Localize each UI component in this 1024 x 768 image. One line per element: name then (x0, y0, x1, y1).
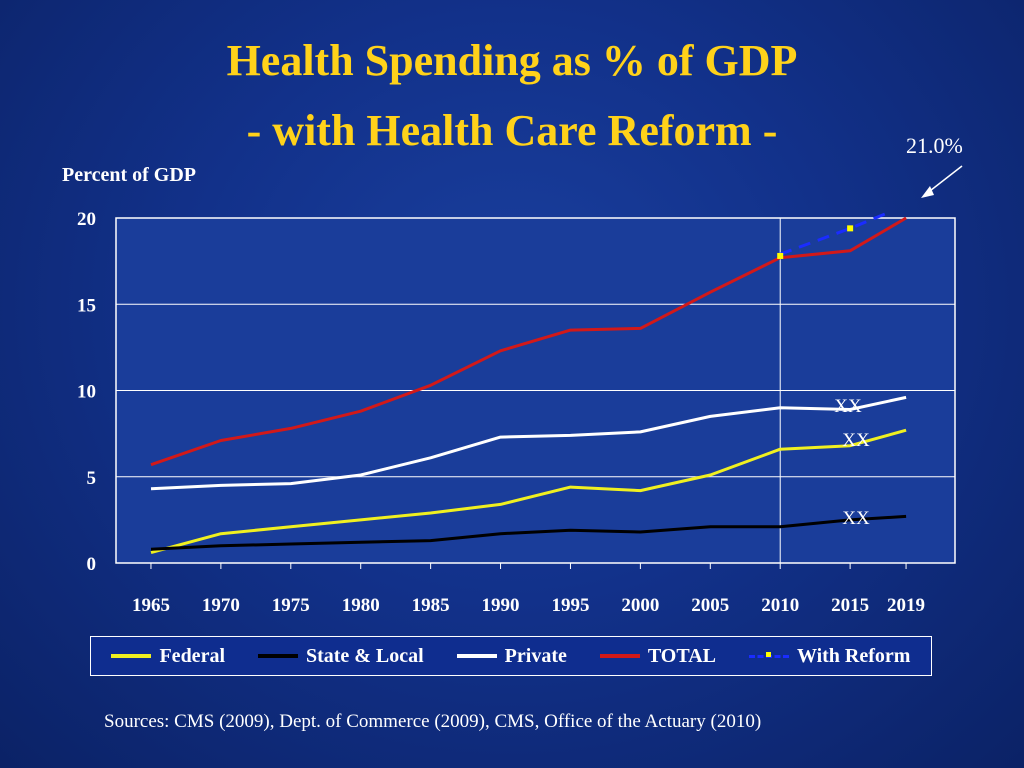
y-tick-label: 0 (87, 554, 97, 575)
x-tick-label: 2005 (691, 595, 729, 616)
reform-marker (777, 252, 784, 259)
annotation-label: XX (842, 508, 870, 529)
x-tick-label: 1980 (342, 595, 380, 616)
private-line (150, 395, 907, 491)
legend-swatch-with-reform (748, 651, 789, 658)
legend-label-state-local: State & Local (305, 644, 424, 667)
with-reform-line (779, 211, 889, 256)
legend-swatch-total (599, 654, 640, 658)
legend-item-state-local: State & Local (257, 644, 424, 668)
reform-marker (847, 225, 854, 232)
x-tick-label: 1965 (132, 595, 170, 616)
slide-title-line-1: Health Spending as % of GDP (226, 36, 798, 85)
x-tick-label: 1990 (482, 595, 520, 616)
y-tick-label: 10 (77, 382, 96, 403)
legend-item-with-reform: With Reform (748, 644, 911, 668)
legend-label-private: Private (504, 644, 567, 667)
legend-swatch-private (456, 654, 497, 658)
legend-label-total: TOTAL (647, 644, 716, 667)
y-tick-label: 5 (87, 468, 97, 489)
x-tick-label: 1970 (202, 595, 240, 616)
slide-title-line-2: - with Health Care Reform - (246, 106, 778, 155)
x-tick-label: 2019 (887, 595, 925, 616)
federal-line (150, 428, 907, 555)
legend-label-with-reform: With Reform (796, 644, 911, 667)
total-callout: 21.0% (906, 133, 963, 158)
y-tick-label: 15 (77, 295, 96, 316)
annotation-label: XX (834, 396, 862, 417)
legend-item-private: Private (456, 644, 567, 668)
y-tick-label: 20 (77, 209, 96, 230)
chart-legend: Federal State & Local Private TOTAL With… (90, 636, 932, 676)
state-local-line (150, 514, 907, 551)
x-tick-label: 1985 (412, 595, 450, 616)
legend-label-federal: Federal (159, 644, 225, 667)
legend-item-total: TOTAL (599, 644, 716, 668)
x-tick-label: 1975 (272, 595, 310, 616)
x-tick-label: 2000 (621, 595, 659, 616)
y-axis-label: Percent of GDP (62, 164, 197, 186)
legend-swatch-state-local (257, 654, 298, 658)
total-line (150, 216, 907, 467)
callout-arrow-head (921, 186, 934, 198)
legend-item-federal: Federal (111, 645, 225, 668)
legend-swatch-federal (111, 654, 152, 658)
source-note: Sources: CMS (2009), Dept. of Commerce (… (104, 711, 762, 732)
x-tick-label: 2015 (831, 595, 869, 616)
annotation-label: XX (842, 430, 870, 451)
x-tick-label: 2010 (761, 595, 799, 616)
callout-arrow-line (925, 165, 963, 195)
x-tick-label: 1995 (551, 595, 589, 616)
